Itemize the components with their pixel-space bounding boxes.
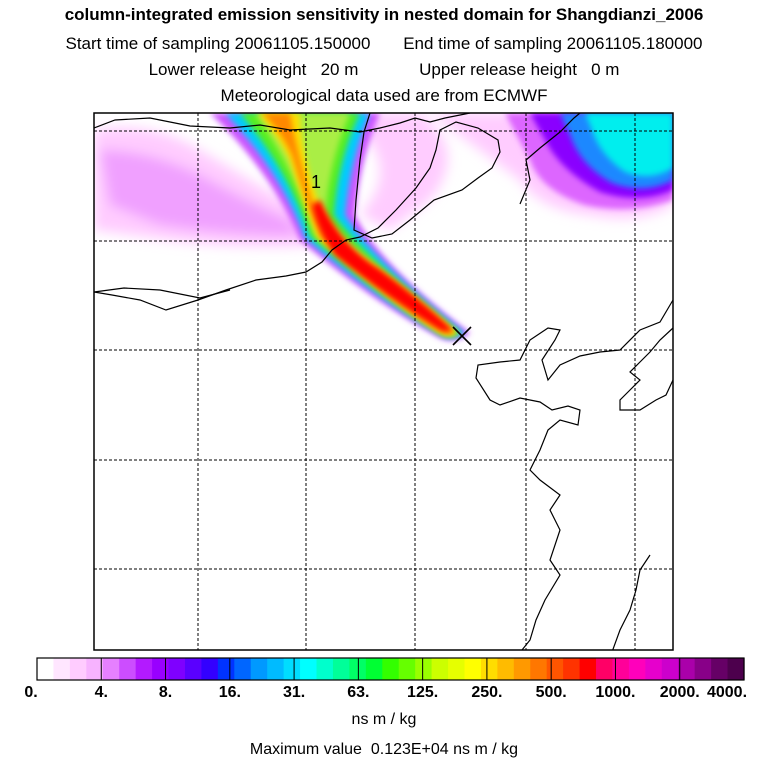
colorbar-cell xyxy=(168,658,186,680)
left-faint-plume xyxy=(94,113,448,247)
colorbar-cell xyxy=(497,658,515,680)
colorbar-cell xyxy=(152,658,170,680)
release-heights: Lower release height 20 m Upper release … xyxy=(0,60,768,80)
end-time-label: End time of sampling xyxy=(403,34,562,53)
colorbar-cell xyxy=(283,658,301,680)
colorbar-cell xyxy=(398,658,416,680)
colorbar-cell xyxy=(37,658,55,680)
maximum-value-units: ns m / kg xyxy=(453,741,519,758)
colorbar-cell xyxy=(694,658,712,680)
maximum-value-number: 0.123E+04 xyxy=(370,741,449,758)
end-time-value: 20061105.180000 xyxy=(566,34,703,53)
upper-release-value: 0 m xyxy=(591,60,620,79)
colorbar-cell xyxy=(628,658,646,680)
maximum-value-label: Maximum value xyxy=(249,741,362,758)
colorbar-major-ticks xyxy=(36,658,745,680)
colorbar-cell xyxy=(234,658,252,680)
colorbar-tick-label: 125. xyxy=(407,684,439,701)
maximum-value: Maximum value 0.123E+04 ns m / kg xyxy=(0,741,768,759)
colorbar-cell xyxy=(184,658,203,680)
colorbar-cell xyxy=(678,658,696,680)
colorbar-cell xyxy=(250,658,268,680)
colorbar-cell xyxy=(464,658,482,680)
colorbar-cell xyxy=(382,658,400,680)
colorbar-tick-label: 8. xyxy=(158,684,173,701)
colorbar-cell xyxy=(300,658,318,680)
colorbar-cell xyxy=(645,658,663,680)
upper-right-plume xyxy=(430,113,673,219)
colorbar-tick-label: 2000. xyxy=(659,684,700,701)
colorbar-cell xyxy=(69,658,87,680)
map-frame xyxy=(93,112,674,651)
colorbar-tick-label: 4. xyxy=(94,684,108,701)
coastlines-and-borders xyxy=(94,113,673,650)
colorbar-cell xyxy=(480,658,498,680)
lower-release-label: Lower release height xyxy=(148,60,307,79)
start-time-value: 20061105.150000 xyxy=(234,34,371,53)
contour-label: 1 xyxy=(311,172,321,192)
colorbar-cell xyxy=(102,658,120,680)
colorbar-tick-label: 1000. xyxy=(595,684,636,701)
colorbar-cell xyxy=(448,658,466,680)
colorbar-cell xyxy=(596,658,614,680)
colorbar-tick-label: 0. xyxy=(24,684,38,701)
upper-release-label: Upper release height xyxy=(419,60,577,79)
colorbar-tick-label: 4000. xyxy=(706,684,748,701)
colorbar-tick-label: 16. xyxy=(218,684,241,701)
colorbar-cell xyxy=(365,658,383,680)
colorbar-cell xyxy=(661,658,679,680)
colorbar-tick-label: 31. xyxy=(282,684,306,701)
colorbar-cell xyxy=(135,658,153,680)
lower-release-value: 20 m xyxy=(320,60,359,79)
meteorological-source: Meteorological data used are from ECMWF xyxy=(220,86,548,105)
colorbar-cell xyxy=(530,658,548,680)
colorbar-cell xyxy=(563,658,581,680)
map-title: column-integrated emission sensitivity i… xyxy=(64,5,704,24)
colorbar-cell xyxy=(332,658,350,680)
main-plume xyxy=(210,113,470,341)
colorbar-cell xyxy=(201,658,219,680)
start-time-label: Start time of sampling xyxy=(65,34,230,53)
colorbar-cell xyxy=(316,658,334,680)
colorbar-tick-label: 63. xyxy=(347,684,370,701)
colorbar-tick-label: 250. xyxy=(471,684,503,701)
lat-lon-grid xyxy=(94,113,673,650)
colorbar-cell xyxy=(727,658,745,680)
colorbar-cell xyxy=(415,658,433,680)
colorbar-cell xyxy=(579,658,597,680)
colorbar-cell xyxy=(217,658,235,680)
colorbar-cells xyxy=(37,658,745,680)
colorbar-cell xyxy=(711,658,729,680)
colorbar-cell xyxy=(119,658,137,680)
colorbar-cell xyxy=(267,658,285,680)
colorbar-cell xyxy=(86,658,104,680)
colorbar-cell xyxy=(546,658,564,680)
colorbar-cell xyxy=(513,658,531,680)
sampling-times: Start time of sampling 20061105.150000 E… xyxy=(0,34,768,54)
colorbar-frame xyxy=(36,657,745,681)
colorbar-units: ns m / kg xyxy=(351,711,417,728)
sensitivity-field xyxy=(94,113,673,341)
colorbar-tick-label: 500. xyxy=(535,684,567,701)
colorbar-cell xyxy=(612,658,630,680)
colorbar-cell xyxy=(53,658,71,680)
release-point-marker xyxy=(452,326,472,346)
colorbar-cell xyxy=(431,658,449,680)
